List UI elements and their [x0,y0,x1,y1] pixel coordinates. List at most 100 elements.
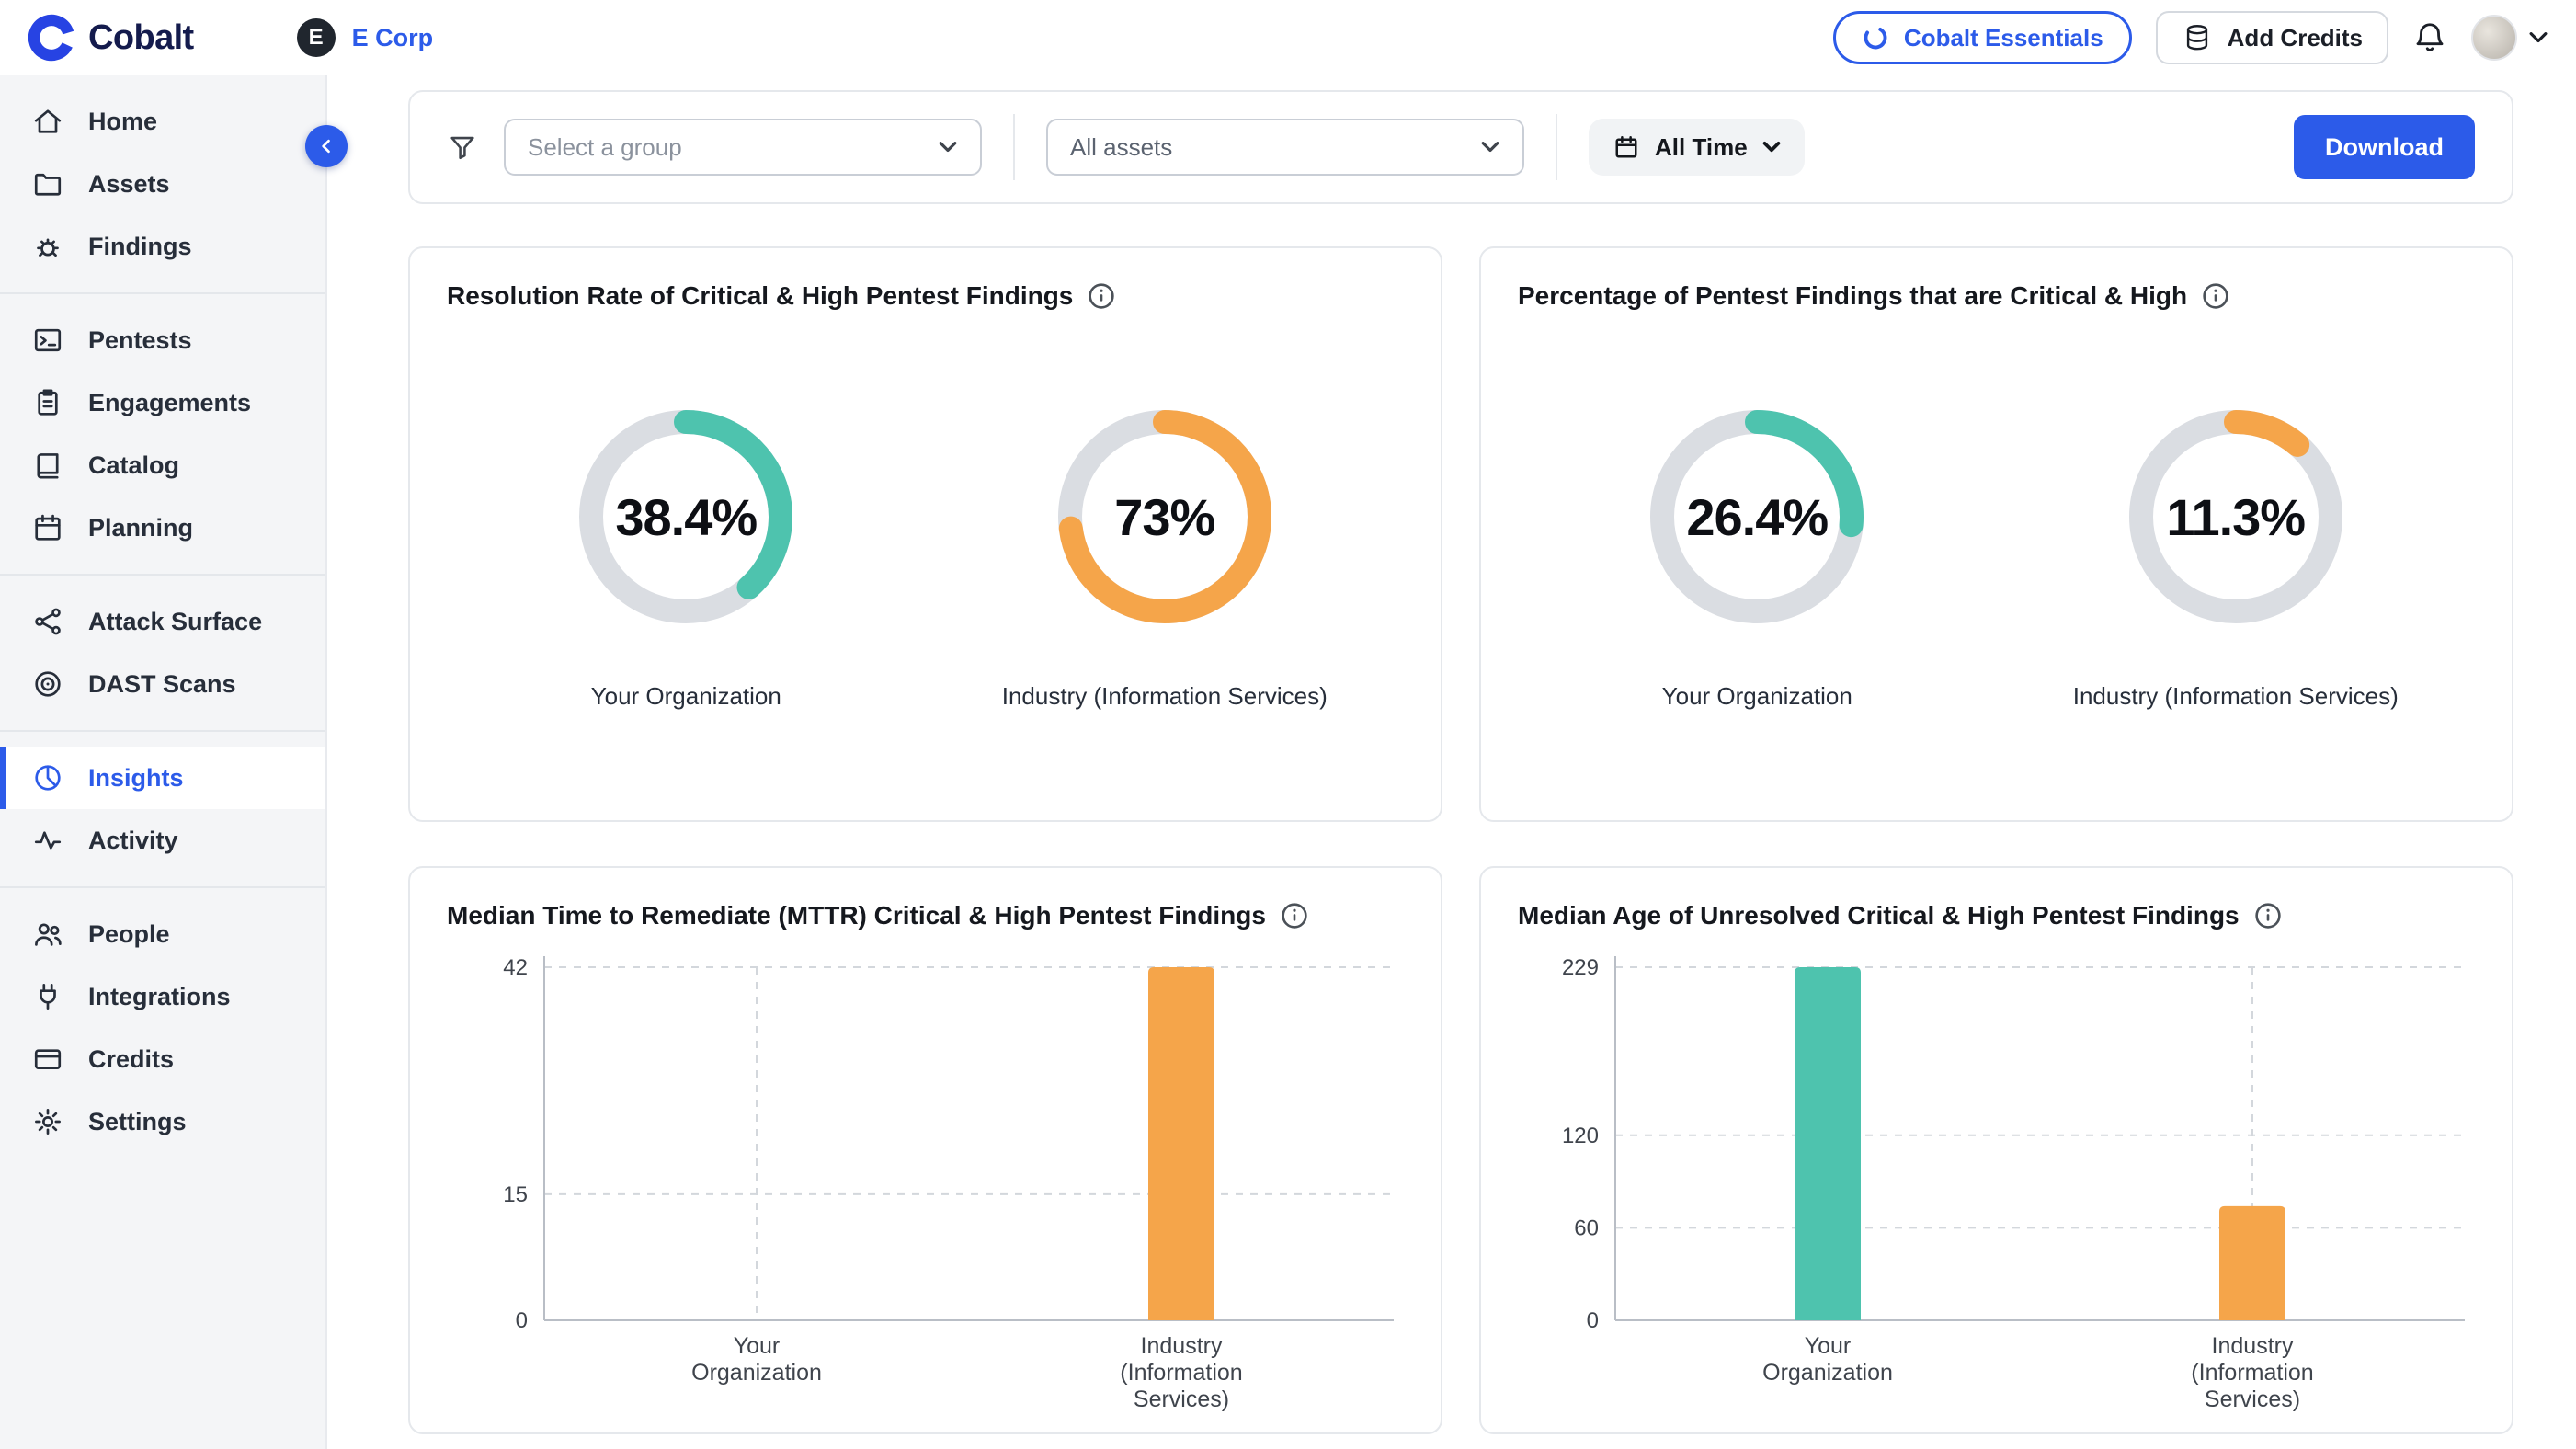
svg-text:(Information: (Information [2191,1360,2313,1386]
svg-text:229: 229 [1562,955,1599,980]
notifications-bell-icon[interactable] [2412,20,2447,55]
brand-wordmark: Cobalt [88,17,194,57]
cobalt-essentials-button[interactable]: Cobalt Essentials [1832,11,2132,64]
card-title: Median Age of Unresolved Critical & High… [1518,901,2240,930]
svg-text:Organization: Organization [1762,1360,1893,1386]
donut-value: 38.4% [615,487,758,546]
sidebar-divider [0,292,325,294]
terminal-icon [31,324,64,357]
chevron-left-icon [317,137,336,155]
info-icon[interactable] [1088,282,1115,310]
cobalt-logo[interactable]: Cobalt [28,14,194,62]
clipboard-icon [31,386,64,419]
card-title: Resolution Rate of Critical & High Pente… [447,281,1074,310]
sidebar-item-findings[interactable]: Findings [0,215,325,278]
svg-text:Services): Services) [1134,1386,1229,1412]
header-actions: Cobalt Essentials Add Credits [1832,11,2548,64]
chevron-down-icon [1480,141,1500,154]
sidebar-divider [0,886,325,888]
donut-value: 26.4% [1686,487,1829,546]
donut-chart-industry: 11.3% [2128,410,2342,623]
filter-bar: Select a group All assets All Time Downl… [408,90,2513,204]
donut-label: Industry (Information Services) [1001,682,1328,710]
card-title: Median Time to Remediate (MTTR) Critical… [447,901,1266,930]
sidebar-item-dast-scans[interactable]: DAST Scans [0,653,325,715]
card-title: Percentage of Pentest Findings that are … [1518,281,2188,310]
sidebar-divider [0,730,325,732]
svg-text:0: 0 [1587,1308,1599,1333]
time-filter-button[interactable]: All Time [1589,119,1805,176]
progress-ring-icon [1862,24,1889,51]
donut-chart-your-organization: 38.4% [579,410,793,623]
donut-label: Your Organization [1661,682,1852,710]
bar-chart-median-age: 0 60 120 229 Your Organization Industry (Inform… [1518,945,2475,1416]
divider [1013,114,1015,180]
donut-value: 11.3% [2166,487,2306,546]
org-switcher[interactable]: E E Corp [296,18,434,57]
sidebar-item-engagements[interactable]: Engagements [0,371,325,434]
book-icon [31,449,64,482]
insights-page: Select a group All assets All Time Downl… [327,90,2576,1434]
sidebar-item-attack-surface[interactable]: Attack Surface [0,590,325,653]
download-button[interactable]: Download [2294,115,2475,179]
target-icon [31,667,64,701]
avatar [2471,15,2517,61]
svg-text:Industry: Industry [2212,1333,2294,1359]
top-bar: Cobalt E E Corp Cobalt Essentials Add Cr… [0,0,2576,75]
svg-text:0: 0 [516,1308,528,1333]
svg-text:120: 120 [1562,1124,1599,1148]
sidebar-item-settings[interactable]: Settings [0,1090,325,1153]
chevron-down-icon [2528,31,2548,44]
sidebar-item-planning[interactable]: Planning [0,496,325,559]
network-nodes-icon [31,605,64,638]
sidebar-divider [0,574,325,576]
group-select[interactable]: Select a group [504,119,982,176]
donut-chart-industry: 73% [1057,410,1271,623]
card-median-age: Median Age of Unresolved Critical & High… [1479,866,2513,1434]
sidebar-item-activity[interactable]: Activity [0,809,325,872]
bar-chart-mttr: 0 15 42 Your Organization Industry (Informatio… [447,945,1404,1416]
svg-text:Industry: Industry [1141,1333,1223,1359]
divider [1556,114,1557,180]
sidebar-item-pentests[interactable]: Pentests [0,309,325,371]
assets-select[interactable]: All assets [1046,119,1524,176]
sidebar-item-credits[interactable]: Credits [0,1028,325,1090]
chevron-down-icon [938,141,958,154]
cobalt-logo-icon [28,14,75,62]
info-icon[interactable] [2254,902,2282,930]
sidebar-item-integrations[interactable]: Integrations [0,965,325,1028]
svg-text:Your: Your [734,1333,781,1359]
info-icon[interactable] [1281,902,1308,930]
card-icon [31,1043,64,1076]
info-icon[interactable] [2202,282,2229,310]
card-critical-high-percentage: Percentage of Pentest Findings that are … [1479,246,2513,822]
donut-value: 73% [1114,487,1215,546]
svg-text:Services): Services) [2205,1386,2300,1412]
sidebar-item-people[interactable]: People [0,903,325,965]
card-mttr: Median Time to Remediate (MTTR) Critical… [408,866,1442,1434]
svg-text:Your: Your [1805,1333,1852,1359]
plug-icon [31,980,64,1013]
add-credits-button[interactable]: Add Credits [2155,11,2388,64]
svg-text:42: 42 [503,955,528,980]
sidebar-collapse-button[interactable] [305,125,348,167]
filter-icon [447,131,478,163]
donut-chart-your-organization: 26.4% [1650,410,1864,623]
sidebar-item-insights[interactable]: Insights [0,747,325,809]
account-menu[interactable] [2471,15,2548,61]
pulse-icon [31,824,64,857]
sidebar: Home Assets Findings Pentests Engagement… [0,75,327,1449]
org-logo-icon: E [296,18,336,57]
svg-text:15: 15 [503,1182,528,1207]
coins-icon [2182,22,2213,53]
sidebar-item-home[interactable]: Home [0,90,325,153]
charts-grid: Resolution Rate of Critical & High Pente… [408,246,2513,1434]
svg-text:60: 60 [1574,1215,1599,1240]
bug-icon [31,230,64,263]
calendar-icon [31,511,64,544]
org-name: E Corp [351,23,434,51]
sidebar-item-catalog[interactable]: Catalog [0,434,325,496]
sidebar-item-assets[interactable]: Assets [0,153,325,215]
folder-icon [31,167,64,200]
home-icon [31,105,64,138]
